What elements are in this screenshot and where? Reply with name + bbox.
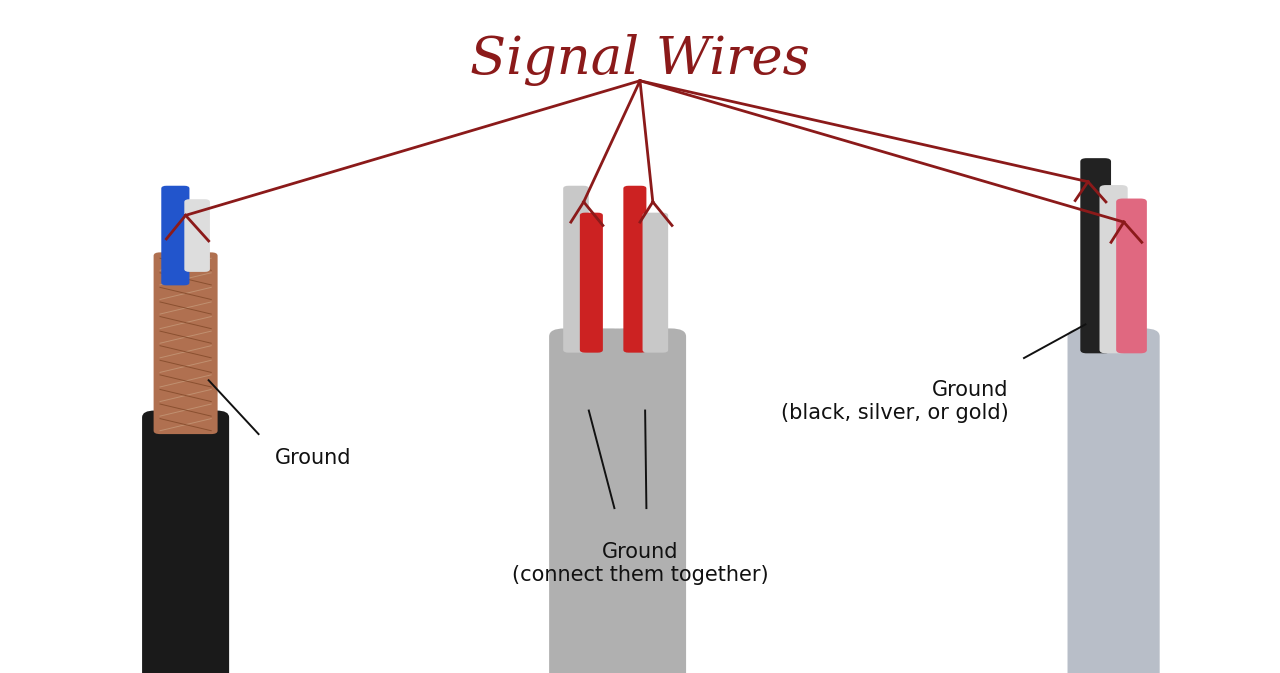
FancyBboxPatch shape — [563, 186, 589, 353]
FancyBboxPatch shape — [643, 213, 668, 353]
Bar — [202, 404, 215, 673]
Text: Signal Wires: Signal Wires — [470, 34, 810, 85]
FancyBboxPatch shape — [1100, 185, 1128, 353]
Text: Ground
(black, silver, or gold): Ground (black, silver, or gold) — [781, 380, 1009, 423]
FancyBboxPatch shape — [154, 252, 218, 434]
FancyBboxPatch shape — [161, 186, 189, 285]
FancyBboxPatch shape — [549, 328, 628, 673]
FancyBboxPatch shape — [142, 411, 229, 673]
Text: Ground
(connect them together): Ground (connect them together) — [512, 542, 768, 585]
FancyBboxPatch shape — [580, 213, 603, 353]
FancyBboxPatch shape — [623, 186, 646, 353]
FancyBboxPatch shape — [184, 199, 210, 272]
FancyBboxPatch shape — [1116, 199, 1147, 353]
FancyBboxPatch shape — [1080, 158, 1111, 353]
FancyBboxPatch shape — [607, 328, 686, 673]
Text: Ground: Ground — [275, 448, 352, 468]
FancyBboxPatch shape — [1068, 328, 1160, 673]
